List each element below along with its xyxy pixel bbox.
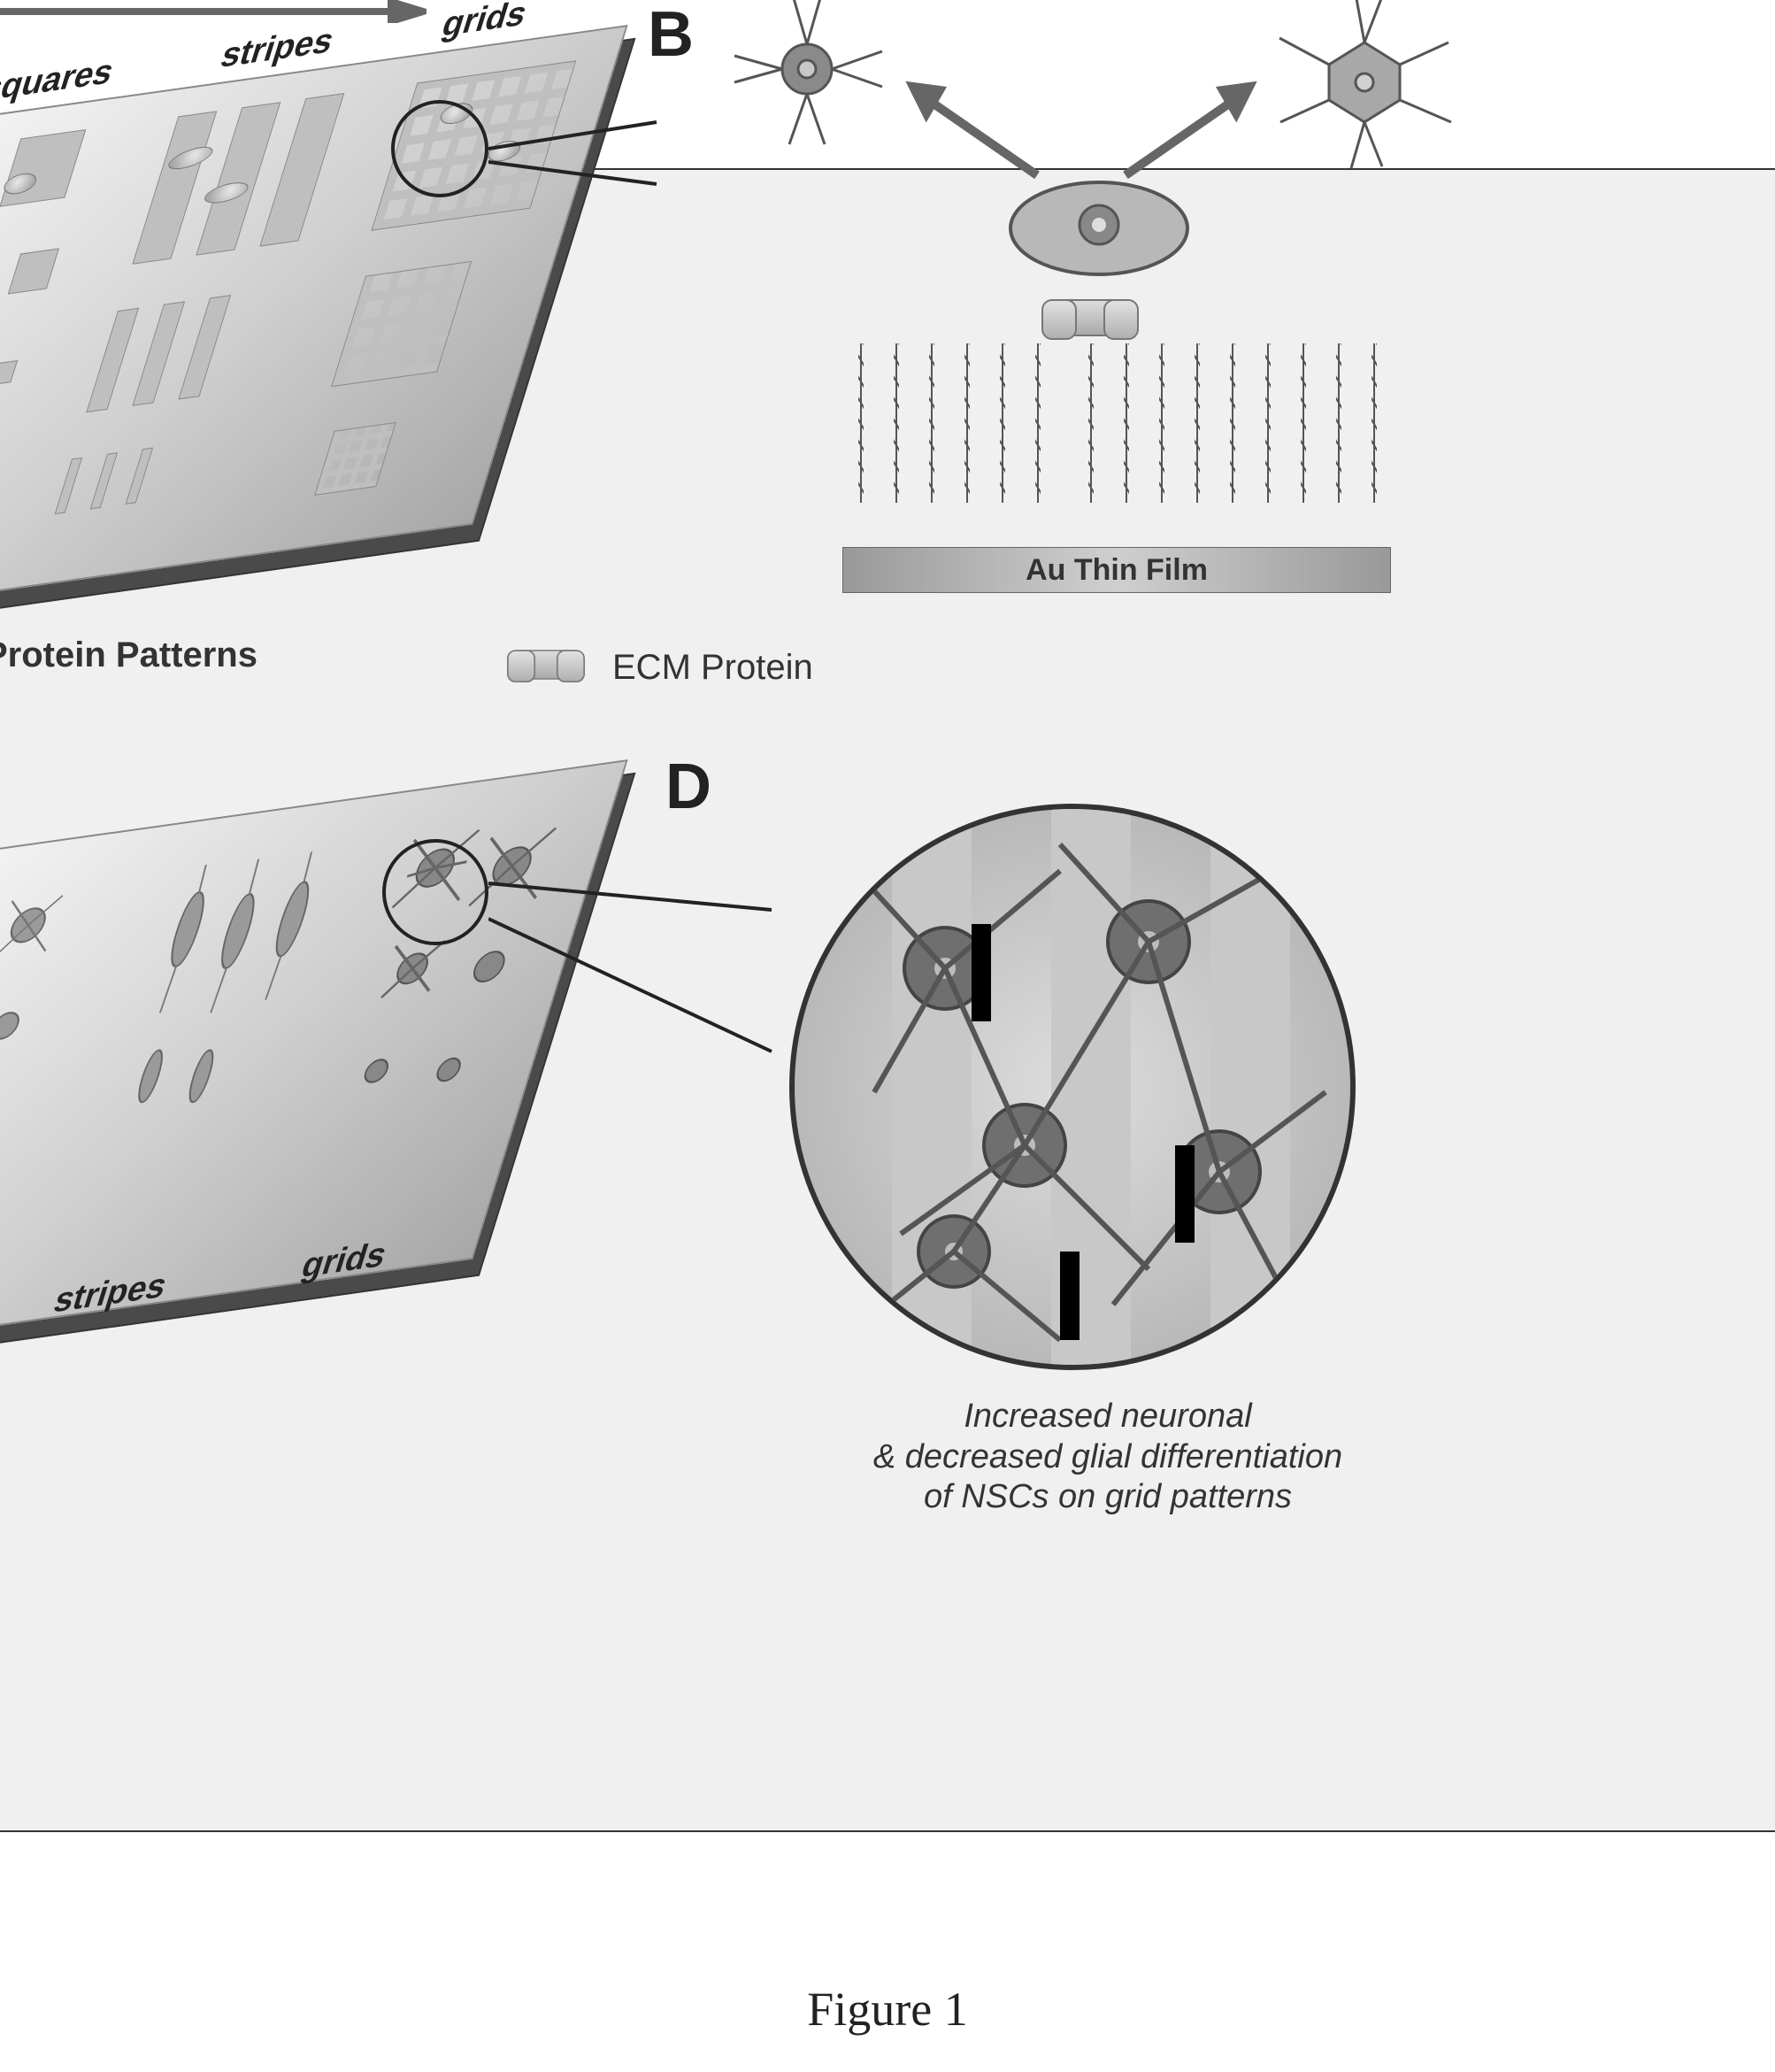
result-line-2: & decreased glial differentiation (772, 1437, 1444, 1478)
figure-caption: Figure 1 (0, 1982, 1775, 2037)
zoom-source-circle-c (382, 839, 488, 945)
au-thin-film-bar: Au Thin Film (842, 547, 1391, 593)
zoom-connector-a (488, 113, 665, 193)
panel-label-b: B (648, 0, 694, 71)
stem-cell-icon (1002, 166, 1196, 290)
stripes-row-2 (86, 295, 231, 412)
stripe-pattern (132, 301, 185, 405)
sam-layer (842, 343, 1409, 538)
figure-container: A pattern geometry pattern dimension squ… (0, 168, 1775, 1832)
stripe-pattern (90, 452, 118, 509)
pattern-stripes-label-a: stripes (216, 21, 339, 76)
stripe-pattern (178, 295, 231, 399)
stripes-row-3 (55, 447, 153, 514)
squares-row-3 (0, 360, 18, 404)
result-line-1: Increased neuronal (772, 1397, 1444, 1437)
au-thin-film-label: Au Thin Film (1026, 553, 1208, 588)
pattern-stripes-label-c: stripes (49, 1267, 172, 1321)
stripes-row-1 (132, 93, 344, 265)
ecm-protein-legend-icon (507, 650, 585, 680)
panel-label-d: D (665, 751, 711, 823)
figure-inner: A pattern geometry pattern dimension squ… (0, 0, 1586, 1565)
square-pattern (8, 248, 59, 294)
ecm-protein-legend-label: ECM Protein (612, 648, 813, 688)
grid-pattern (314, 422, 396, 496)
result-text-block: Increased neuronal & decreased glial dif… (772, 1397, 1444, 1518)
ecm-protein-stack (1041, 299, 1139, 336)
grid-med (331, 261, 472, 387)
squares-row-2 (0, 248, 59, 312)
squares-row-1 (0, 129, 86, 220)
pattern-squares-label-a: squares (0, 52, 119, 110)
stripe-pattern (55, 458, 82, 514)
neuronal-network-icon (795, 809, 1356, 1370)
grid-small (314, 422, 396, 496)
square-pattern (0, 129, 86, 207)
ecm-patterns-heading: ECM Protein Patterns (0, 635, 257, 675)
arrow-geometry (0, 0, 426, 23)
stripe-pattern (126, 447, 153, 504)
pattern-grids-label-c: grids (296, 1236, 391, 1287)
result-line-3: of NSCs on grid patterns (772, 1477, 1444, 1518)
square-pattern (0, 360, 18, 385)
zoom-source-circle-a (391, 100, 488, 197)
figure-content: A pattern geometry pattern dimension squ… (0, 0, 1586, 1565)
zoom-circle-d (789, 804, 1356, 1370)
grid-pattern (331, 261, 472, 387)
pattern-grids-label-a: grids (437, 0, 532, 45)
neuron-icon (718, 0, 895, 158)
stripe-pattern (86, 308, 139, 412)
astrocyte-icon (1267, 0, 1462, 175)
zoom-connector-c (488, 857, 789, 1069)
